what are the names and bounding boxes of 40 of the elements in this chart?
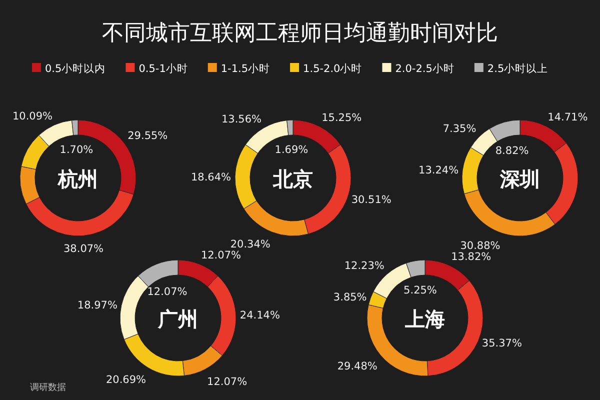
legend-label: 2.5小时以上 [487, 62, 548, 75]
data-label: 1.69% [274, 144, 308, 156]
data-label: 18.64% [190, 171, 232, 184]
data-label: 10.09% [12, 110, 53, 122]
text: 杭州 [57, 167, 98, 191]
data-label: 38.07% [64, 242, 104, 255]
data-label: 13.56% [221, 114, 262, 126]
legend-label: 0.5小时以内 [45, 62, 106, 75]
text: 北京 [272, 167, 313, 191]
text: 调研数据 [30, 382, 66, 393]
data-label: 29.48% [337, 360, 378, 373]
data-label: 30.51% [351, 194, 392, 206]
data-label: 20.69% [106, 374, 146, 386]
data-label: 8.82% [495, 145, 529, 158]
data-label: 12.23% [344, 260, 384, 272]
text: 不同城市互联网工程师日均通勤时间对比 [102, 21, 498, 46]
data-label: 5.25% [404, 284, 437, 296]
data-label: 35.37% [482, 338, 522, 350]
data-label: 29.55% [128, 130, 168, 142]
data-label: 14.71% [548, 112, 588, 124]
data-label: 30.88% [460, 240, 500, 252]
data-label: 13.24% [418, 164, 459, 176]
legend-label: 0.5-1小时 [138, 62, 188, 75]
data-label: 18.97% [77, 300, 118, 312]
legend-label: 1-1.5小时 [220, 62, 270, 75]
legend-label: 2.0-2.5小时 [395, 62, 454, 75]
text: 广州 [157, 307, 198, 331]
data-label: 12.07% [147, 286, 188, 298]
data-label: 3.85% [333, 292, 367, 304]
data-label: 1.70% [60, 144, 94, 156]
text: 上海 [404, 307, 445, 331]
data-label: 12.07% [207, 376, 248, 388]
data-label: 24.14% [240, 310, 280, 322]
legend-label: 1.5-2.0小时 [303, 62, 362, 75]
text: 深圳 [499, 167, 540, 191]
data-label: 20.34% [230, 238, 270, 251]
data-label: 15.25% [322, 112, 362, 124]
data-label: 12.07% [200, 249, 242, 262]
data-label: 13.82% [451, 250, 492, 263]
data-label: 7.35% [442, 123, 476, 136]
